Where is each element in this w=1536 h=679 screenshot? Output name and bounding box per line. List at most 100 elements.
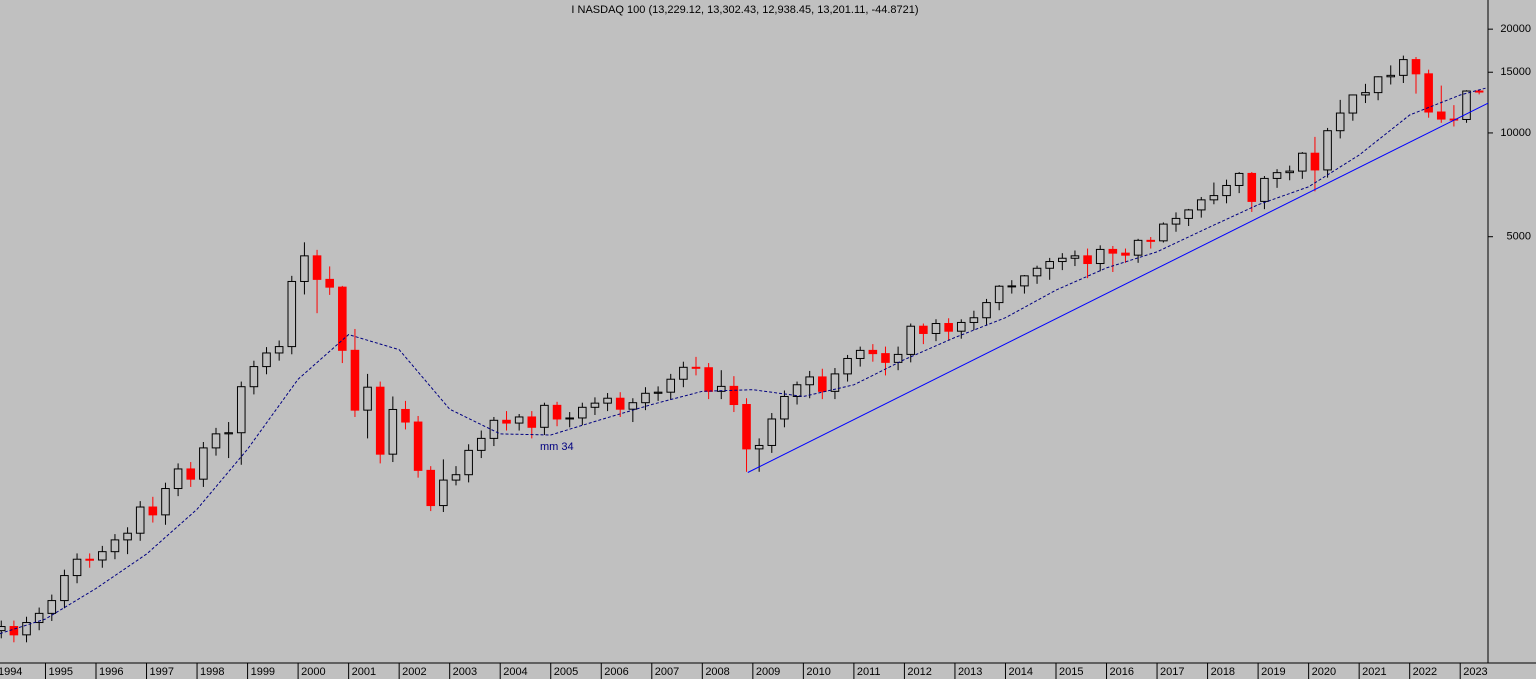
candle-body — [1070, 255, 1080, 259]
candle-body — [274, 346, 284, 354]
candle-body — [262, 352, 271, 368]
x-tick-label: 1999 — [251, 666, 275, 678]
candle-body — [338, 286, 347, 351]
x-tick-label: 1998 — [200, 666, 224, 678]
candle-body — [931, 323, 941, 334]
candle-body — [60, 575, 69, 602]
candle-body — [855, 349, 865, 359]
x-tick-label: 2005 — [554, 666, 578, 678]
candle-body — [350, 349, 360, 411]
candle-body — [1209, 195, 1219, 201]
candle-body — [439, 479, 448, 507]
candle-body — [1462, 90, 1471, 120]
x-tick-label: 1997 — [150, 666, 174, 678]
x-tick-label: 2010 — [806, 666, 830, 678]
candle-body — [1373, 76, 1383, 94]
candle-body — [451, 474, 461, 481]
x-tick-label: 2011 — [857, 666, 881, 678]
candle-body — [22, 622, 31, 636]
x-tick-label: 2019 — [1261, 666, 1285, 678]
candle-body — [312, 255, 322, 280]
candle-body — [110, 539, 120, 553]
x-tick-label: 2018 — [1211, 666, 1235, 678]
candle-body — [186, 468, 196, 480]
candle-body — [47, 600, 57, 614]
candle-body — [679, 366, 688, 380]
candle-body — [300, 255, 309, 282]
candle-body — [476, 437, 486, 451]
candle-body — [1386, 74, 1396, 78]
x-tick-label: 2015 — [1059, 666, 1083, 678]
candle-body — [72, 558, 82, 577]
x-tick-label: 2002 — [402, 666, 426, 678]
candle-body — [1247, 172, 1257, 202]
candle-body — [514, 416, 524, 424]
candle-body — [628, 402, 638, 410]
candle-body — [1399, 59, 1408, 76]
x-tick-label: 2016 — [1110, 666, 1134, 678]
candle-body — [1083, 255, 1092, 265]
candle-body — [1020, 275, 1029, 287]
candle-body — [1298, 152, 1307, 172]
candle-body — [1159, 223, 1168, 242]
candle-body — [363, 386, 372, 411]
x-tick-label: 1996 — [99, 666, 123, 678]
candle-body — [1260, 177, 1269, 202]
candle-body — [1348, 94, 1358, 114]
candle-body — [502, 419, 511, 424]
candle-body — [881, 353, 890, 363]
candle-body — [199, 447, 208, 480]
x-tick-label: 2013 — [958, 666, 982, 678]
candle-body — [224, 432, 233, 435]
x-tick-label: 2000 — [301, 666, 325, 678]
candle-body — [805, 376, 814, 386]
candle-body — [982, 302, 991, 319]
x-tick-label: 1995 — [48, 666, 72, 678]
candle-body — [1146, 239, 1156, 242]
x-tick-label: 2006 — [604, 666, 628, 678]
candle-body — [1335, 112, 1345, 132]
candle-body — [653, 391, 663, 394]
candle-body — [1121, 252, 1130, 256]
candle-body — [1411, 59, 1421, 75]
candle-body — [401, 408, 410, 423]
y-tick-label: 10000 — [1500, 127, 1531, 139]
candle-body — [1222, 184, 1231, 197]
candle-body — [906, 325, 916, 355]
chart-title: I NASDAQ 100 (13,229.12, 13,302.43, 12,9… — [571, 4, 918, 16]
candle-body — [1196, 199, 1206, 211]
x-tick-label: 2017 — [1160, 666, 1184, 678]
candle-body — [1474, 90, 1484, 93]
x-tick-label: 2014 — [1008, 666, 1032, 678]
candle-body — [0, 626, 6, 632]
candle-body — [1272, 172, 1282, 179]
candle-body — [123, 532, 132, 541]
x-tick-label: 2003 — [453, 666, 477, 678]
candle-body — [1436, 111, 1446, 120]
candle-body — [603, 397, 612, 404]
candle-body — [34, 612, 44, 624]
candle-body — [1058, 257, 1067, 263]
x-tick-label: 2009 — [756, 666, 780, 678]
candle-body — [1285, 170, 1294, 174]
candle-body — [325, 278, 334, 288]
candle-body — [236, 386, 246, 434]
candle-body — [1007, 285, 1017, 288]
trend-line — [747, 102, 1489, 473]
y-tick-label: 15000 — [1500, 66, 1531, 78]
candle-body — [969, 317, 979, 323]
x-tick-label: 2020 — [1312, 666, 1336, 678]
candle-body — [767, 418, 777, 446]
candle-body — [413, 421, 423, 471]
candle-body — [1133, 239, 1143, 256]
candle-body — [956, 321, 966, 332]
candle-body — [1361, 92, 1370, 96]
candle-body — [716, 385, 726, 392]
candle-body — [287, 280, 297, 348]
candle-body — [148, 506, 158, 516]
candle-body — [704, 367, 713, 392]
candle-body — [527, 416, 537, 428]
candle-body — [641, 392, 650, 404]
candle-body — [729, 385, 739, 406]
